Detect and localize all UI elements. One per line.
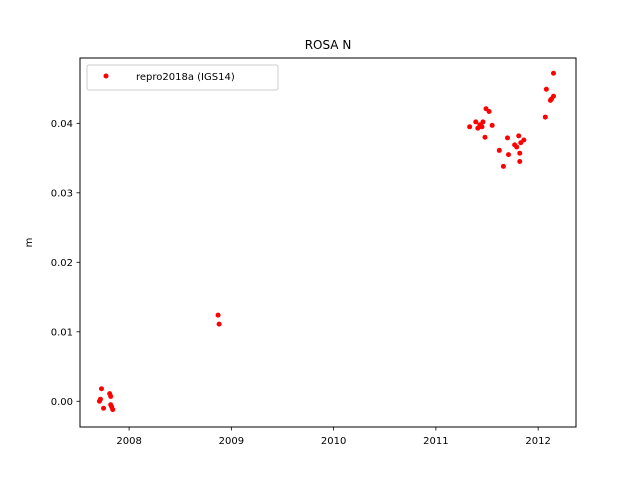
data-point [216, 321, 222, 327]
y-tick-label: 0.04 [51, 119, 73, 130]
data-point [496, 147, 502, 153]
plot-area-frame [79, 57, 577, 428]
data-point [479, 124, 485, 130]
y-axis-title: m [24, 238, 35, 248]
data-point [517, 150, 523, 156]
data-point [542, 114, 548, 120]
x-tick-label: 2010 [321, 436, 346, 447]
y-axis: 0.00 0.01 0.02 0.03 0.04 [51, 119, 80, 408]
data-point [215, 312, 221, 318]
data-point [543, 86, 549, 92]
data-points [96, 70, 557, 413]
y-tick-label: 0.01 [51, 327, 73, 338]
data-point [98, 386, 104, 392]
data-point [101, 405, 107, 411]
data-point [517, 159, 523, 165]
data-point [467, 124, 473, 130]
data-point [504, 135, 510, 141]
data-point [486, 109, 492, 115]
data-point [516, 133, 522, 139]
y-tick-label: 0.02 [51, 258, 73, 269]
legend-label: repro2018a (IGS14) [136, 72, 235, 83]
data-point [506, 152, 512, 158]
x-tick-label: 2008 [116, 436, 141, 447]
data-point [489, 122, 495, 128]
y-tick-label: 0.00 [51, 397, 73, 408]
y-tick-label: 0.03 [51, 188, 73, 199]
legend-box [86, 64, 279, 91]
x-tick-label: 2012 [525, 436, 550, 447]
data-point [514, 144, 520, 150]
x-tick-label: 2009 [219, 436, 244, 447]
data-point [110, 407, 116, 413]
data-point [480, 119, 486, 125]
data-point [108, 393, 114, 399]
data-point [97, 396, 103, 402]
x-tick-label: 2011 [423, 436, 448, 447]
data-point [551, 70, 557, 76]
legend-marker [103, 73, 109, 79]
data-point [500, 163, 506, 169]
x-axis: 2008 2009 2010 2011 2012 [116, 427, 551, 447]
data-point [473, 119, 479, 125]
legend: repro2018a (IGS14) [86, 64, 279, 91]
data-point [551, 93, 557, 99]
data-point [521, 137, 527, 143]
data-point [482, 134, 488, 140]
chart-title: ROSA N [305, 38, 352, 52]
